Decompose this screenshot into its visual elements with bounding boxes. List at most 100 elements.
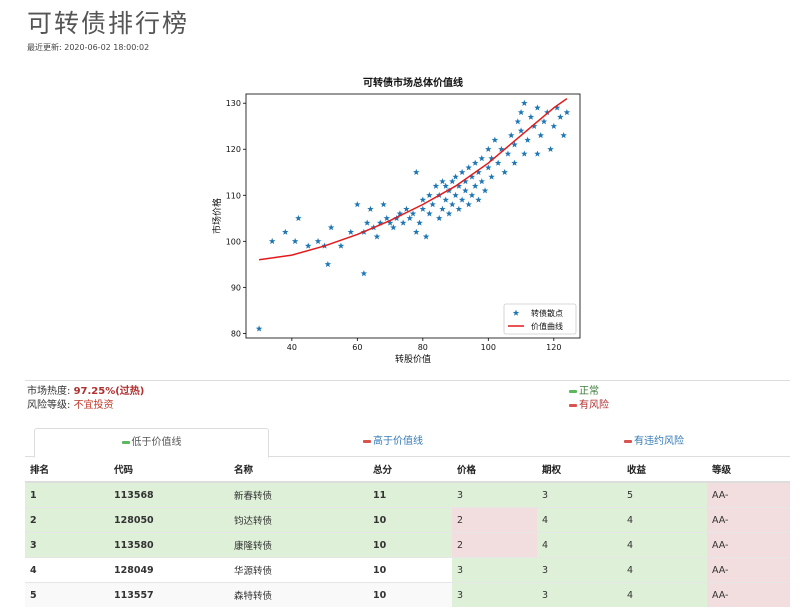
scatter-point	[429, 201, 436, 208]
scatter-point	[471, 182, 479, 189]
x-tick-label: 80	[418, 343, 428, 352]
col-header-code[interactable]: 代码	[109, 457, 229, 483]
col-header-price[interactable]: 价格	[452, 457, 537, 483]
scatter-point	[295, 214, 302, 222]
green-dash-icon	[121, 440, 130, 444]
col-header-score[interactable]: 总分	[368, 457, 452, 483]
scatter-point	[501, 168, 508, 176]
scatter-point	[498, 145, 505, 152]
scatter-point	[462, 187, 469, 194]
cell-rank: 1	[25, 481, 109, 508]
scatter-point	[419, 205, 427, 212]
table-row[interactable]: 2 128050 钧达转债 10 2 4 4 AA-	[25, 507, 790, 533]
cell-score: 10	[368, 507, 452, 533]
scatter-point	[481, 187, 489, 194]
scatter-point	[380, 201, 387, 208]
cell-code[interactable]: 113568	[109, 481, 229, 508]
cell-name[interactable]: 华源转债	[229, 557, 368, 583]
scatter-point	[465, 201, 472, 208]
cell-code[interactable]: 113580	[109, 532, 229, 558]
y-axis-label: 市场价格	[211, 198, 223, 234]
table-row[interactable]: 1 113568 新春转债 11 3 3 5 AA-	[25, 481, 790, 508]
cell-name[interactable]: 钧达转债	[229, 507, 368, 533]
col-header-name[interactable]: 名称	[229, 457, 368, 483]
cell-price: 3	[452, 582, 537, 607]
scatter-point	[337, 242, 345, 249]
scatter-point	[468, 191, 476, 199]
cell-code[interactable]: 128050	[109, 507, 229, 533]
scatter-point	[537, 132, 544, 139]
scatter-point	[491, 136, 499, 143]
cell-code[interactable]: 113557	[109, 582, 229, 607]
x-tick-label: 120	[546, 343, 561, 352]
y-tick-label: 110	[226, 191, 241, 200]
col-header-rank[interactable]: 排名	[25, 457, 109, 483]
x-tick-label: 100	[481, 343, 496, 352]
scatter-point	[514, 118, 522, 125]
scatter-point	[511, 159, 518, 166]
tab-above-value-line[interactable]: 高于价值线	[268, 428, 518, 456]
legend-label-scatter: 转债散点	[531, 308, 563, 318]
scatter-point	[452, 173, 459, 180]
scatter-point	[327, 224, 335, 231]
scatter-point	[403, 205, 410, 212]
cell-score: 10	[368, 532, 452, 558]
cell-code[interactable]: 128049	[109, 557, 229, 583]
cell-grade: AA-	[707, 557, 790, 583]
scatter-point	[416, 219, 423, 226]
scatter-point	[435, 214, 443, 222]
scatter-point	[377, 219, 384, 226]
risk-label: 风险等级:	[27, 400, 71, 411]
cell-yield: 4	[622, 507, 707, 533]
scatter-point	[524, 136, 531, 143]
scatter-point	[426, 191, 433, 199]
scatter-point	[475, 168, 482, 176]
scatter-point	[471, 159, 479, 166]
cell-name[interactable]: 新春转债	[229, 481, 368, 508]
tab-default-risk[interactable]: 有违约风险	[518, 428, 790, 456]
table-row[interactable]: 3 113580 康隆转债 10 2 4 4 AA-	[25, 532, 790, 558]
x-tick-label: 60	[352, 343, 362, 352]
scatter-point	[563, 109, 571, 116]
cell-grade: AA-	[707, 507, 790, 533]
scatter-point	[455, 205, 463, 212]
scatter-point	[455, 182, 463, 189]
col-header-option[interactable]: 期权	[537, 457, 622, 483]
heat-label: 市场热度:	[27, 386, 71, 397]
scatter-point	[488, 173, 495, 180]
scatter-point	[517, 127, 525, 134]
scatter-point	[527, 113, 535, 120]
scatter-point	[442, 196, 449, 203]
scatter-point	[553, 104, 561, 111]
red-dash-icon	[624, 439, 632, 443]
cell-yield: 4	[622, 532, 707, 558]
scatter-point	[268, 237, 276, 245]
cell-score: 11	[368, 481, 452, 508]
green-dash-icon	[569, 389, 577, 393]
heat-value: 97.25%(过热)	[73, 386, 145, 397]
value-line-chart: 可转债市场总体价值线 40 60 80 100 120 80 90 100 110 120 130 转股…	[208, 72, 592, 374]
scatter-point	[475, 196, 482, 203]
cell-name[interactable]: 森特转债	[229, 582, 368, 607]
cell-grade: AA-	[707, 481, 790, 508]
scatter-point	[504, 150, 512, 157]
cell-option: 4	[537, 507, 622, 533]
tab-label: 低于价值线	[131, 437, 182, 448]
scatter-point	[439, 178, 446, 185]
table-row[interactable]: 5 113557 森特转债 10 3 3 4 AA-	[25, 582, 790, 607]
scatter-point	[354, 201, 361, 208]
tab-below-value-line[interactable]: 低于价值线	[34, 428, 269, 458]
ranking-table: 排名 代码 名称 总分 价格 期权 收益 等级 1 113568 新春转债 11…	[25, 457, 790, 607]
scatter-point	[557, 113, 564, 120]
scatter-point	[422, 233, 430, 240]
update-label: 最近更新:	[27, 43, 62, 52]
risk-value: 不宜投资	[73, 400, 114, 411]
scatter-point	[396, 210, 404, 217]
scatter-point	[560, 132, 567, 139]
col-header-grade[interactable]: 等级	[707, 457, 790, 483]
col-header-yield[interactable]: 收益	[622, 457, 707, 483]
cell-name[interactable]: 康隆转债	[229, 532, 368, 558]
scatter-point	[373, 233, 381, 240]
legend-label-line: 价值曲线	[531, 321, 563, 331]
table-row[interactable]: 4 128049 华源转债 10 3 3 4 AA-	[25, 557, 790, 583]
